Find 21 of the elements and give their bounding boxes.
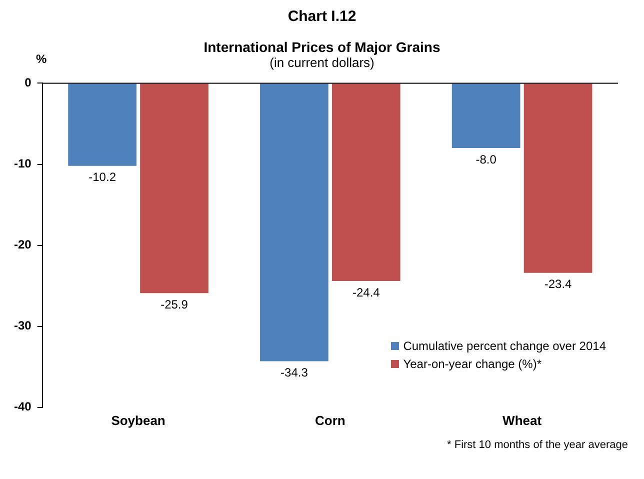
data-label: -23.4: [544, 277, 572, 292]
chart-title: Chart I.12: [286, 8, 358, 25]
data-label: -10.2: [88, 170, 116, 184]
legend-label: Cumulative percent change over 2014: [403, 339, 606, 353]
x-tick-label: Wheat: [502, 412, 542, 428]
data-label: -25.9: [160, 297, 188, 312]
text: (in current dollars): [270, 55, 374, 70]
data-label: -34.3: [280, 366, 308, 380]
x-tick-label: Corn: [315, 412, 346, 428]
y-tick-label: -40: [14, 400, 32, 414]
data-label: -8.0: [476, 152, 497, 166]
text: * First 10 months of the year average: [446, 439, 629, 451]
y-tick-label: 0: [24, 76, 32, 90]
y-tick-label: -20: [14, 238, 32, 252]
x-tick-label: Soybean: [111, 412, 166, 428]
chart-subtitle: International Prices of Major Grains: [204, 39, 440, 55]
legend-label: Year-on-year change (%)*: [403, 357, 542, 371]
y-tick-label: -10: [14, 156, 32, 171]
y-tick-label: -30: [14, 318, 32, 333]
data-label: -24.4: [352, 285, 380, 300]
y-axis-title: %: [36, 52, 47, 66]
